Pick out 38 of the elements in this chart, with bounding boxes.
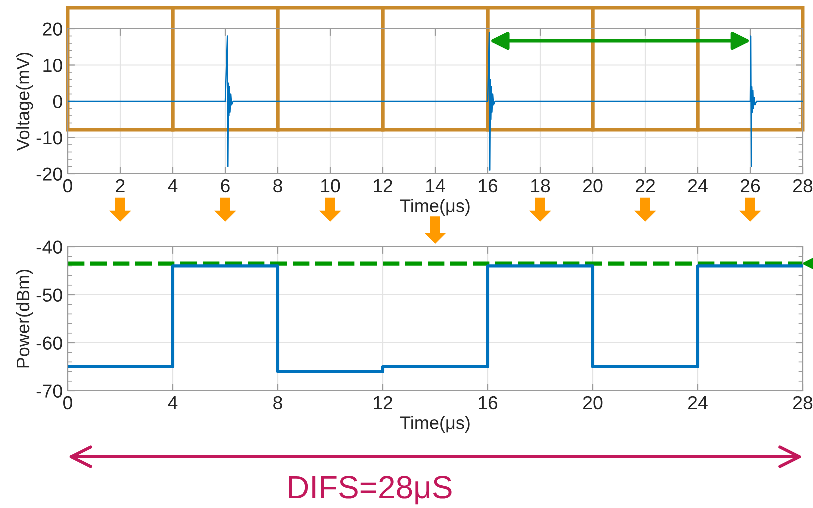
x-tick-label: 4: [168, 180, 178, 192]
y-tick-label: -20: [36, 168, 62, 181]
x-axis-title: Time(μs): [400, 199, 470, 216]
x-tick-label: 22: [636, 179, 655, 192]
y-tick-label: -70: [36, 384, 62, 398]
x-tick-label: 12: [374, 179, 392, 192]
x-axis-title: Time(μs): [400, 416, 470, 433]
x-tick-label: 12: [374, 396, 392, 410]
x-tick-label: 24: [688, 179, 708, 192]
x-tick-label: 0: [64, 396, 72, 410]
x-tick-label: 16: [479, 179, 498, 193]
text: DIFS=28μS: [289, 476, 452, 505]
x-tick-label: 2: [116, 179, 125, 192]
x-tick-label: 24: [688, 396, 708, 410]
y-tick-label: -40: [36, 240, 62, 254]
y-tick-label: 0: [53, 95, 62, 108]
y-tick-label: 20: [43, 22, 62, 36]
y-tick-label: -60: [36, 336, 62, 350]
x-tick-label: 14: [426, 180, 446, 192]
x-tick-label: 16: [479, 396, 498, 410]
y-tick-label: -50: [36, 288, 62, 302]
y-tick-label: -10: [36, 131, 62, 145]
y-tick-label: 10: [44, 58, 62, 72]
x-tick-label: 0: [64, 179, 72, 193]
x-tick-label: 8: [274, 179, 282, 193]
x-tick-label: 6: [221, 179, 230, 193]
x-tick-label: 28: [794, 179, 813, 193]
y-axis-title: Power(dBm): [16, 270, 34, 368]
x-tick-label: 18: [532, 179, 550, 193]
x-tick-label: 28: [794, 396, 813, 410]
x-tick-label: 4: [168, 396, 178, 410]
y-axis-title: Voltage(mV): [16, 52, 34, 152]
x-tick-label: 10: [322, 179, 340, 193]
x-tick-label: 8: [274, 396, 282, 410]
x-tick-label: 20: [584, 179, 603, 193]
x-tick-label: 26: [741, 179, 760, 193]
line-series: [68, 32, 803, 171]
x-tick-label: 20: [584, 396, 603, 410]
